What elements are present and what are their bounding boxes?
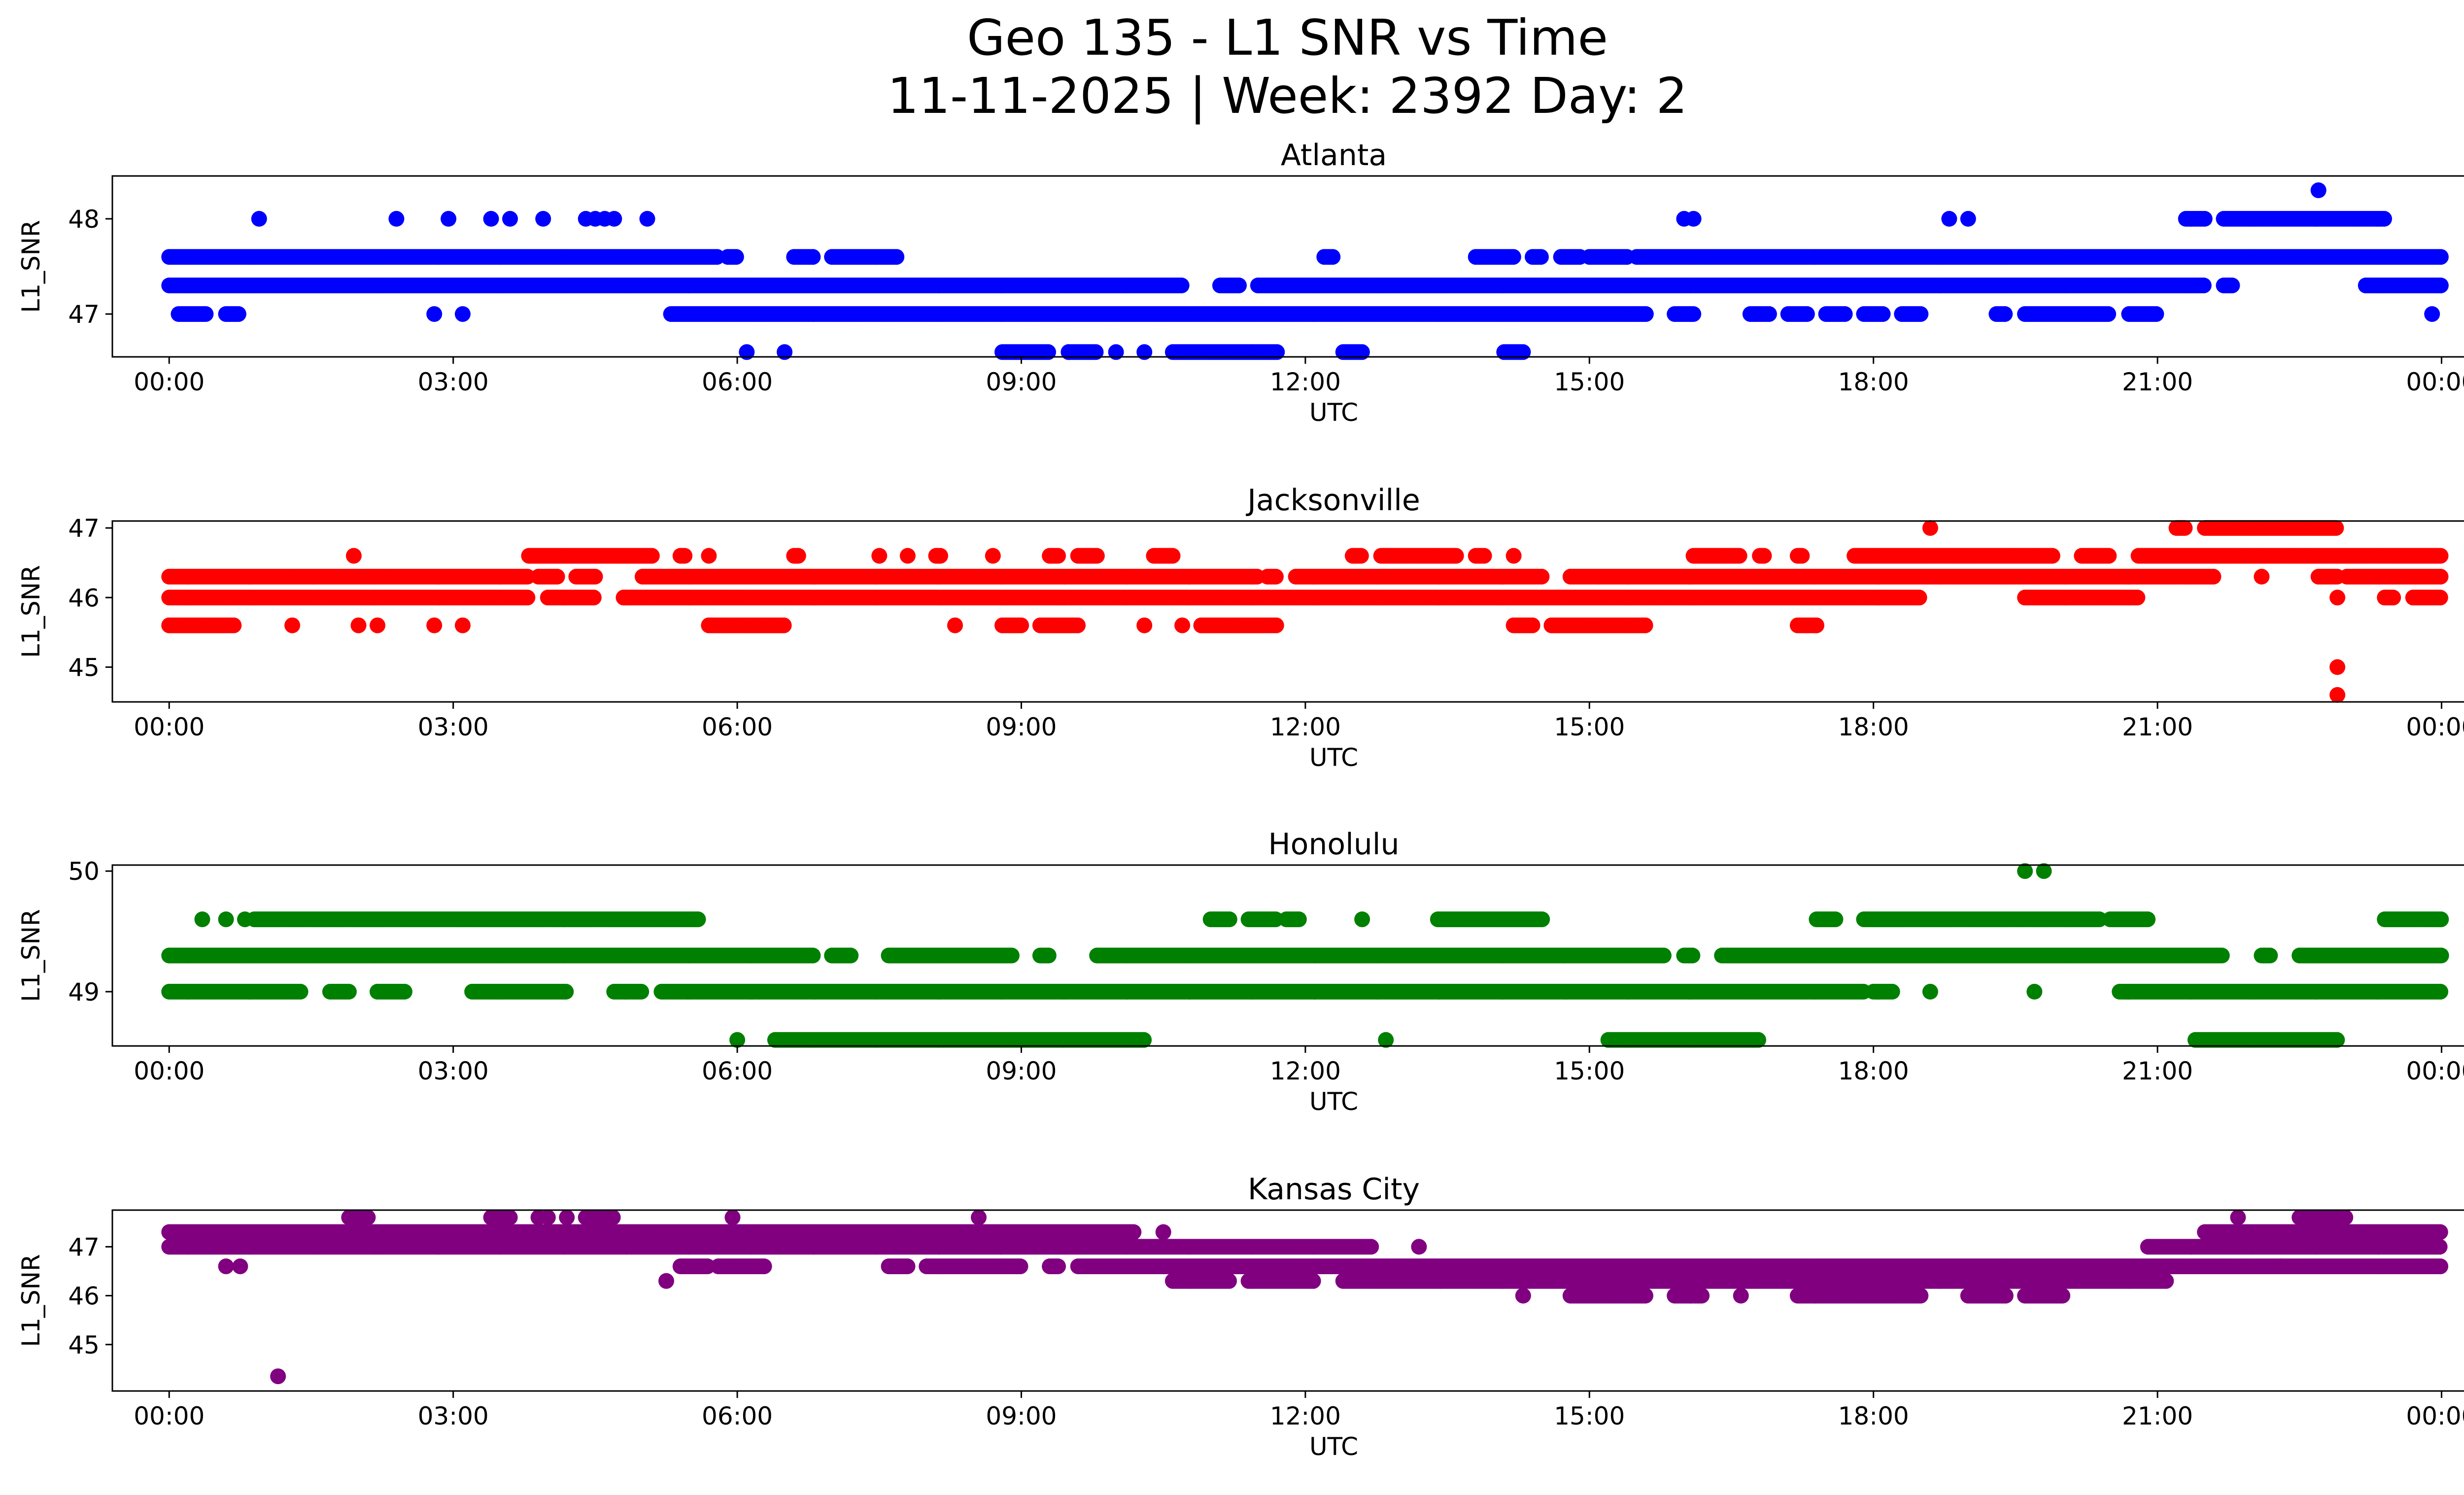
data-point bbox=[932, 548, 948, 564]
data-point bbox=[2424, 306, 2440, 322]
data-point bbox=[1731, 548, 1747, 564]
data-point bbox=[1799, 306, 1815, 322]
subplot-title: Atlanta bbox=[1281, 138, 1387, 173]
data-point bbox=[2376, 210, 2392, 227]
data-point bbox=[587, 568, 603, 585]
data-point bbox=[1173, 278, 1190, 294]
data-point bbox=[426, 306, 443, 322]
data-point bbox=[1794, 548, 1810, 564]
x-tick-label: 06:00 bbox=[702, 368, 773, 396]
x-tick-label: 18:00 bbox=[1838, 368, 1909, 396]
x-tick-label: 09:00 bbox=[986, 368, 1057, 396]
figure-title-line-1: Geo 135 - L1 SNR vs Time bbox=[967, 9, 1608, 67]
data-point bbox=[1534, 568, 1550, 585]
data-point bbox=[2432, 278, 2449, 294]
data-point bbox=[1913, 306, 1929, 322]
data-point bbox=[198, 306, 214, 322]
data-point bbox=[1448, 548, 1464, 564]
plot-area bbox=[111, 520, 2464, 703]
data-point bbox=[606, 210, 622, 227]
figure-title-line-2: 11-11-2025 | Week: 2392 Day: 2 bbox=[887, 67, 1688, 125]
data-point bbox=[2432, 548, 2449, 564]
data-point bbox=[1761, 306, 1777, 322]
data-point bbox=[1875, 306, 1891, 322]
data-point bbox=[1911, 590, 1927, 606]
data-point bbox=[1960, 210, 1976, 227]
data-point bbox=[1325, 249, 1341, 265]
x-tick-label: 12:00 bbox=[1270, 368, 1341, 396]
data-point bbox=[1267, 568, 1284, 585]
plot-area bbox=[111, 175, 2464, 358]
data-point bbox=[1050, 548, 1066, 564]
data-point bbox=[639, 210, 655, 227]
data-point bbox=[2195, 278, 2212, 294]
data-point bbox=[483, 210, 499, 227]
x-axis-label: UTC bbox=[1309, 398, 1358, 427]
data-point bbox=[251, 210, 267, 227]
data-point bbox=[644, 548, 660, 564]
data-point bbox=[2101, 548, 2117, 564]
data-point bbox=[2432, 568, 2449, 585]
figure-title: Geo 135 - L1 SNR vs Time 11-11-2025 | We… bbox=[0, 9, 2464, 125]
data-point bbox=[388, 210, 405, 227]
data-point bbox=[1476, 548, 1492, 564]
data-point bbox=[2196, 210, 2213, 227]
data-point bbox=[805, 249, 821, 265]
x-tick-label: 00:00 bbox=[134, 368, 205, 396]
data-point bbox=[2432, 590, 2448, 606]
x-tick-label: 00:00 bbox=[2406, 368, 2464, 396]
data-point bbox=[441, 210, 457, 227]
data-point bbox=[2148, 306, 2164, 322]
data-point bbox=[2205, 568, 2222, 585]
data-point bbox=[535, 210, 551, 227]
data-point bbox=[454, 306, 471, 322]
data-point bbox=[1089, 548, 1105, 564]
data-point bbox=[1164, 548, 1181, 564]
data-point bbox=[519, 590, 536, 606]
data-point bbox=[1941, 210, 1957, 227]
y-tick-label: 47 bbox=[68, 300, 100, 329]
data-point bbox=[2044, 548, 2060, 564]
data-point bbox=[1231, 278, 1247, 294]
x-tick-label: 15:00 bbox=[1554, 368, 1625, 396]
data-point bbox=[502, 210, 518, 227]
data-point bbox=[1505, 249, 1521, 265]
data-point bbox=[549, 568, 565, 585]
y-tick-label: 48 bbox=[68, 205, 100, 234]
data-point bbox=[790, 548, 806, 564]
data-point bbox=[1997, 306, 2013, 322]
data-point bbox=[728, 249, 744, 265]
subplot-jacksonville: 00:00 03:00 06:00 09:00 12:00 15:00 18:00 21:00… bbox=[17, 483, 2464, 772]
data-point bbox=[776, 617, 792, 633]
data-point bbox=[677, 548, 693, 564]
data-point bbox=[709, 249, 725, 265]
data-point bbox=[2129, 590, 2146, 606]
data-point bbox=[2432, 249, 2449, 265]
data-point bbox=[1353, 548, 1369, 564]
data-point bbox=[889, 249, 905, 265]
data-point bbox=[1837, 306, 1853, 322]
data-point bbox=[230, 306, 246, 322]
scatter-series bbox=[161, 182, 2449, 360]
data-point bbox=[585, 590, 602, 606]
data-point bbox=[226, 617, 242, 633]
x-tick-label: 21:00 bbox=[2122, 368, 2193, 396]
data-point bbox=[2100, 306, 2117, 322]
subplot-atlanta: 00:00 03:00 06:00 09:00 12:00 15:00 18:00 21:00… bbox=[17, 138, 2464, 427]
data-point bbox=[1533, 249, 1549, 265]
data-point bbox=[2310, 182, 2327, 198]
x-tick-label: 03:00 bbox=[418, 368, 489, 396]
y-axis-label: L1_SNR bbox=[17, 220, 45, 313]
data-point bbox=[1013, 617, 1029, 633]
data-point bbox=[1638, 306, 1654, 322]
data-point bbox=[1685, 210, 1702, 227]
data-point bbox=[2385, 590, 2401, 606]
data-point bbox=[2224, 278, 2240, 294]
data-point bbox=[1756, 548, 1772, 564]
data-point bbox=[1685, 306, 1702, 322]
